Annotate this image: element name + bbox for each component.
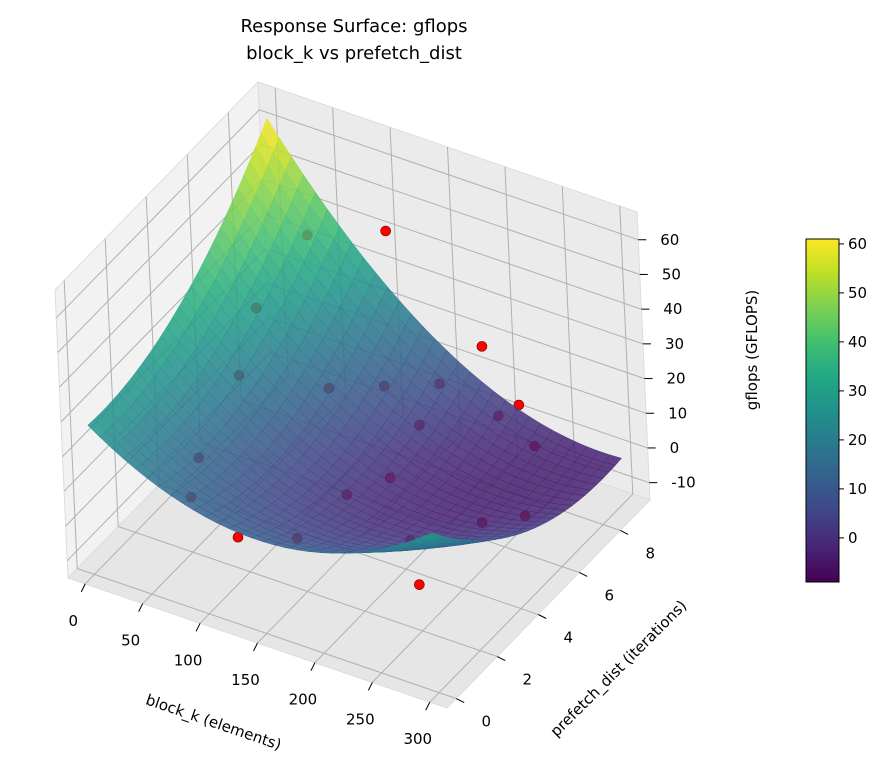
colorbar-tick-label: 20: [848, 431, 867, 449]
colorbar-gradient: [806, 239, 839, 582]
colorbar-tick-label: 40: [848, 333, 867, 351]
z-tick-label: 0: [670, 439, 680, 457]
x-tick: [139, 604, 143, 612]
colorbar-tick-label: 60: [848, 235, 867, 253]
y-tick-label: 8: [645, 544, 655, 562]
y-axis-label: prefetch_dist (iterations): [547, 597, 691, 741]
colorbar-tick-label: 10: [848, 480, 867, 498]
x-tick: [254, 643, 258, 651]
y-tick-label: 6: [604, 586, 614, 604]
y-tick-label: 2: [522, 671, 532, 689]
data-point: [414, 580, 424, 590]
x-axis-label: block_k (elements): [143, 691, 284, 755]
x-tick: [81, 584, 85, 592]
z-tick-label: 40: [663, 300, 682, 318]
y-tick: [538, 615, 546, 619]
z-tick-label: 10: [668, 404, 687, 422]
z-axis-label: gflops (GFLOPS): [743, 290, 761, 410]
x-tick-label: 0: [68, 612, 78, 630]
y-tick: [620, 530, 628, 534]
colorbar-tick-label: 30: [848, 382, 867, 400]
y-tick: [456, 699, 464, 703]
z-tick-label: 30: [665, 335, 684, 353]
z-tick-label: 50: [662, 265, 681, 283]
colorbar: 0 10 20 30 40 50 60: [806, 235, 867, 582]
y-tick: [579, 572, 587, 576]
z-tick-label: -10: [671, 474, 696, 492]
x-tick-label: 100: [174, 651, 203, 669]
x-tick: [426, 702, 430, 710]
data-point: [381, 226, 391, 236]
x-tick: [368, 682, 372, 690]
y-tick-label: 0: [481, 713, 491, 731]
z-tick-label: 60: [660, 231, 679, 249]
x-tick-label: 200: [289, 691, 318, 709]
x-tick-label: 300: [403, 730, 432, 748]
y-tick-label: 4: [563, 629, 573, 647]
colorbar-tick-label: 50: [848, 284, 867, 302]
x-tick-label: 250: [346, 710, 375, 728]
z-tick-label: 20: [667, 370, 686, 388]
colorbar-tick-label: 0: [848, 529, 858, 547]
data-point: [477, 341, 487, 351]
x-tick: [196, 623, 200, 631]
x-tick-label: 50: [121, 632, 140, 650]
chart-title: Response Surface: gflops: [240, 16, 467, 37]
x-tick: [311, 663, 315, 671]
y-tick: [497, 657, 505, 661]
x-tick-label: 150: [231, 671, 260, 689]
chart-subtitle: block_k vs prefetch_dist: [246, 43, 462, 64]
